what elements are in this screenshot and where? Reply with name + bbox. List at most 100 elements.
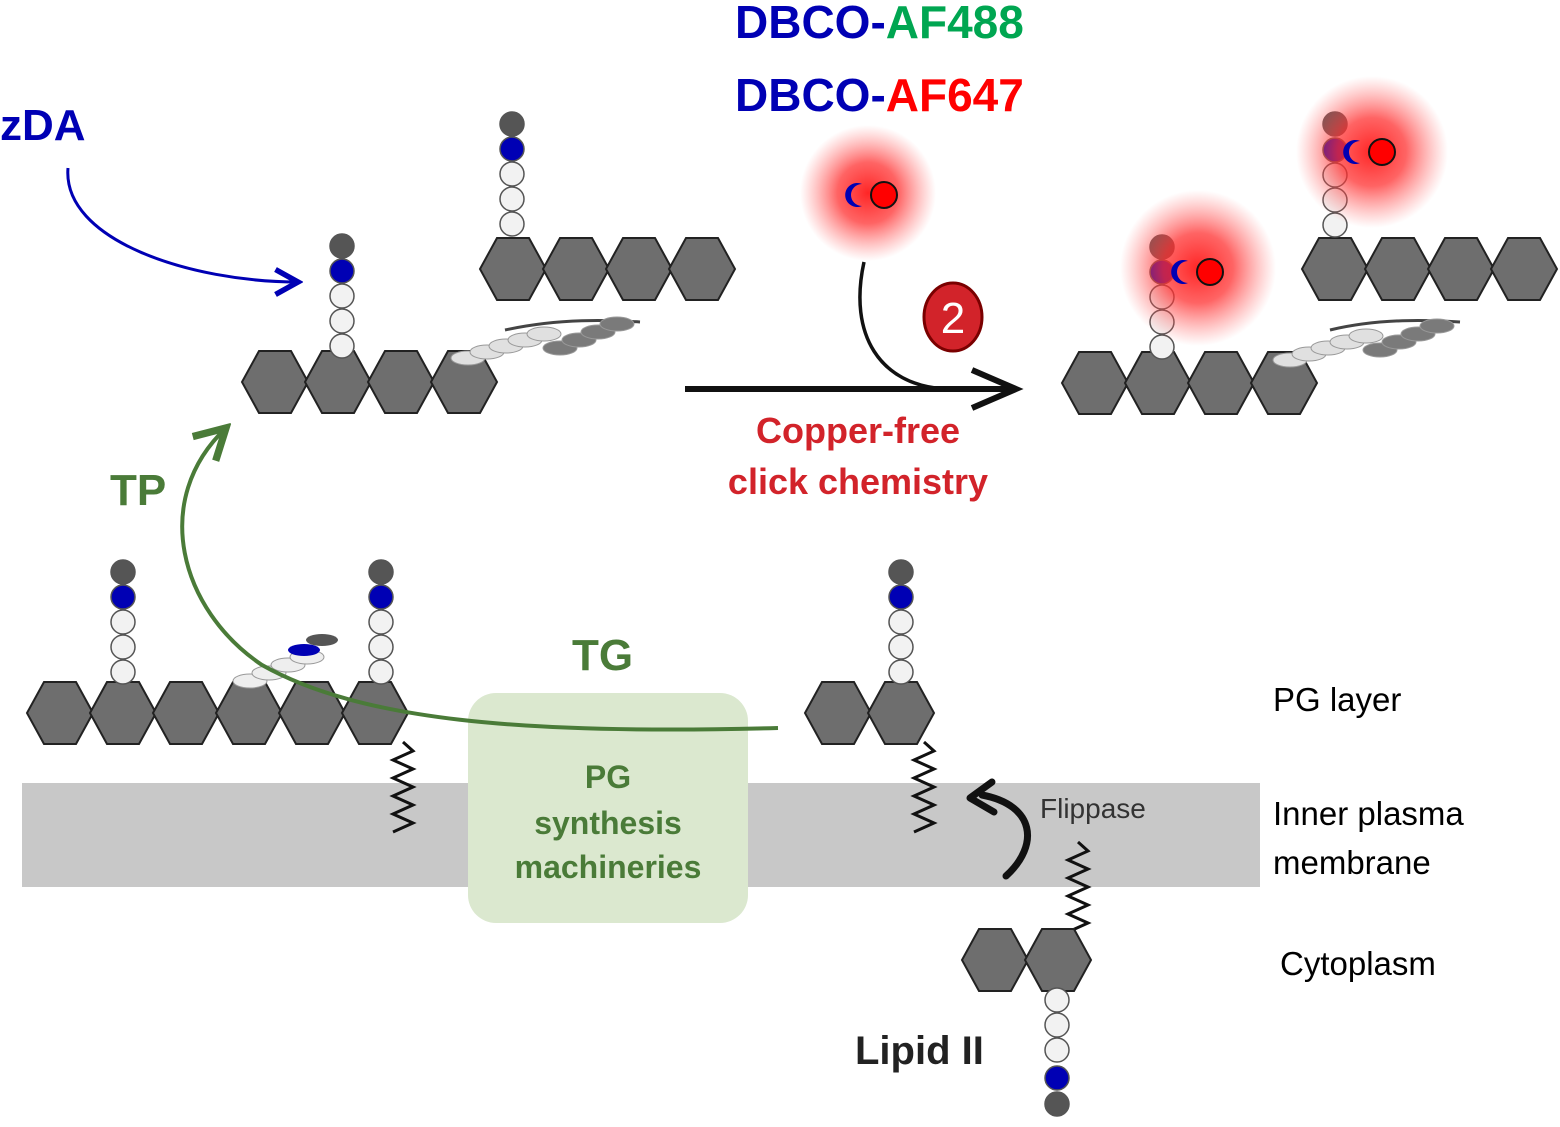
peptide-bead	[329, 333, 355, 359]
machinery-label-line3: machineries	[515, 849, 702, 885]
glycan-hexagon	[667, 237, 737, 301]
peptide-bead	[499, 161, 525, 187]
lipid-anchor-zigzag	[910, 740, 938, 834]
zda-label: zDA	[0, 101, 86, 150]
faded-peptide-bead	[526, 326, 562, 342]
tp-label: TP	[110, 466, 166, 515]
pg-structures	[25, 76, 1559, 1117]
legend-membrane-line2: membrane	[1273, 844, 1431, 881]
peptide-bead	[368, 609, 394, 635]
peptide-bead	[1044, 1012, 1070, 1038]
glycan-hexagon	[960, 928, 1030, 992]
legend-cytoplasm: Cytoplasm	[1280, 945, 1436, 982]
probe-af647-dye: AF647	[886, 69, 1024, 121]
lipid2-label: Lipid II	[855, 1029, 984, 1073]
glycan-hexagon	[1363, 237, 1433, 301]
glycan-hexagon	[1426, 237, 1496, 301]
glycan-hexagon	[1249, 351, 1319, 415]
faded-peptide-bead	[1419, 318, 1455, 334]
glycan-hexagon	[151, 681, 221, 745]
glycan-hexagon	[1300, 237, 1370, 301]
lipid-anchor-zigzag	[389, 740, 417, 834]
dye-bead	[1196, 258, 1224, 286]
faded-peptide-bead	[1348, 328, 1384, 344]
tp-arrow	[180, 428, 779, 732]
probe-af647-prefix: DBCO-	[735, 69, 886, 121]
peptide-bead	[110, 634, 136, 660]
zda-bead	[499, 136, 525, 162]
stem-terminal-bead	[888, 559, 914, 585]
zda-bead	[1044, 1065, 1070, 1091]
zda-bead	[368, 584, 394, 610]
peptide-bead	[499, 186, 525, 212]
peptide-bead	[368, 634, 394, 660]
fluorescence-glow	[800, 125, 936, 261]
peptide-bead	[888, 609, 914, 635]
glycan-hexagon	[366, 350, 436, 414]
glycan-hexagon	[866, 681, 936, 745]
dye-bead	[1368, 138, 1396, 166]
glycan-hexagon	[303, 350, 373, 414]
probe-entry-curve	[858, 261, 946, 391]
reaction-label-line2: click chemistry	[728, 461, 988, 502]
stem-terminal-bead	[499, 111, 525, 137]
machinery-label-line1: PG	[585, 759, 631, 795]
reaction-arrow-head	[970, 367, 1024, 411]
probe-af488-prefix: DBCO-	[735, 0, 886, 48]
peptide-bead	[329, 308, 355, 334]
glycan-hexagon	[429, 350, 499, 414]
glycan-hexagon	[88, 681, 158, 745]
step-number: 2	[941, 294, 965, 343]
reaction-label-line1: Copper-free	[756, 410, 960, 451]
glycan-hexagon	[803, 681, 873, 745]
dye-bead	[870, 181, 898, 209]
glycan-hexagon	[1023, 928, 1093, 992]
zda-incorporation-arrow	[66, 167, 298, 282]
tg-label: TG	[572, 631, 633, 680]
peptide-bead	[368, 659, 394, 685]
dbco-crescent	[1343, 140, 1360, 164]
glycan-hexagon	[1123, 351, 1193, 415]
probe-af488-dye: AF488	[886, 0, 1024, 48]
peptide-bead	[888, 659, 914, 685]
pg-synthesis-machinery-box	[468, 693, 748, 923]
machinery-label-line2: synthesis	[534, 805, 682, 841]
glycan-hexagon	[478, 237, 548, 301]
flippase-label: Flippase	[1040, 793, 1146, 824]
glycan-hexagon	[214, 681, 284, 745]
probe-af647-label: DBCO-AF647	[735, 69, 1024, 121]
flippase-arrow-head	[966, 778, 998, 816]
glycan-hexagon	[604, 237, 674, 301]
probe-af488-label: DBCO-AF488	[735, 0, 1024, 48]
peptide-bead	[888, 634, 914, 660]
peptide-bead	[1044, 1037, 1070, 1063]
glycan-hexagon	[240, 350, 310, 414]
legend-membrane-line1: Inner plasma	[1273, 795, 1464, 832]
stem-terminal-bead	[306, 634, 338, 646]
faded-peptide-bead	[599, 316, 635, 332]
dbco-crescent	[845, 183, 862, 207]
peptide-bead	[1044, 987, 1070, 1013]
glycan-hexagon	[541, 237, 611, 301]
glycan-hexagon	[340, 681, 410, 745]
glycan-hexagon	[1060, 351, 1130, 415]
zda-bead	[288, 644, 320, 656]
stem-terminal-bead	[368, 559, 394, 585]
stem-terminal-bead	[1044, 1091, 1070, 1117]
peptide-bead	[329, 283, 355, 309]
lipid-anchor-zigzag	[1064, 840, 1092, 934]
step-badge	[922, 281, 984, 353]
glycan-hexagon	[1186, 351, 1256, 415]
flippase-arrow	[978, 791, 1032, 880]
peptide-bead	[499, 211, 525, 237]
glycan-hexagon	[25, 681, 95, 745]
glycan-hexagon	[1489, 237, 1559, 301]
peptide-bead	[110, 609, 136, 635]
legend-pg-layer: PG layer	[1273, 681, 1401, 718]
zda-bead	[329, 258, 355, 284]
stem-terminal-bead	[329, 233, 355, 259]
glycan-hexagon	[277, 681, 347, 745]
zda-bead	[888, 584, 914, 610]
dbco-crescent	[1171, 260, 1188, 284]
